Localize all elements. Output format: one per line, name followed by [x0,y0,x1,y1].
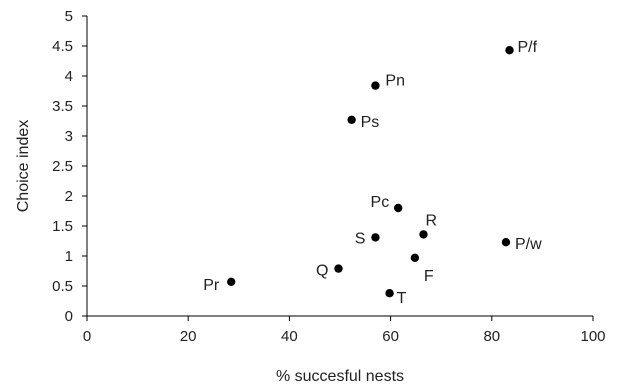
data-point [505,46,514,55]
y-tick-label: 4 [65,68,73,85]
y-tick-label: 0 [65,308,73,325]
data-point [393,203,403,213]
point-label: Pc [371,194,390,211]
point-label: P/f [518,39,538,56]
data-point [410,253,420,262]
data-point [371,233,380,242]
y-tick-label: 1.5 [52,218,73,235]
x-tick-label: 0 [83,328,91,345]
data-points: P/f Pn Ps Pc R S P/w F Q Pr T [203,39,542,307]
point-label: Pr [203,277,220,294]
x-tick-label: 20 [180,328,197,345]
y-tick-label: 5 [65,8,73,25]
y-tick-label: 2 [65,188,73,205]
y-tick-label: 3.5 [52,98,73,115]
x-tick-label: 100 [580,328,605,345]
point-label: S [355,230,366,247]
y-tick-label: 1 [65,248,73,265]
data-point [385,289,394,298]
x-tick-label: 40 [281,328,298,345]
data-point [227,277,236,286]
point-label: Q [316,263,328,280]
point-label: Pn [385,73,405,90]
ticks: 0 20 40 60 80 100 0 0.5 1 1.5 2 2.5 3 3.5 4 4.5 5 [52,8,605,345]
point-label: F [424,268,434,285]
data-point [334,264,343,273]
y-axis-title: Choice index [15,120,32,213]
y-tick-label: 2.5 [52,158,73,175]
data-point [501,238,511,247]
y-tick-label: 4.5 [52,38,73,55]
point-label: Ps [361,114,380,131]
x-axis-title: % succesful nests [276,368,404,385]
x-tick-label: 60 [382,328,399,345]
y-tick-label: 3 [65,128,73,145]
point-label: P/w [515,236,542,253]
data-point [371,81,380,90]
y-tick-label: 0.5 [52,278,73,295]
data-point [347,115,356,125]
data-point [419,230,428,239]
point-label: R [425,212,437,229]
point-label: T [397,290,407,307]
x-tick-label: 80 [483,328,500,345]
